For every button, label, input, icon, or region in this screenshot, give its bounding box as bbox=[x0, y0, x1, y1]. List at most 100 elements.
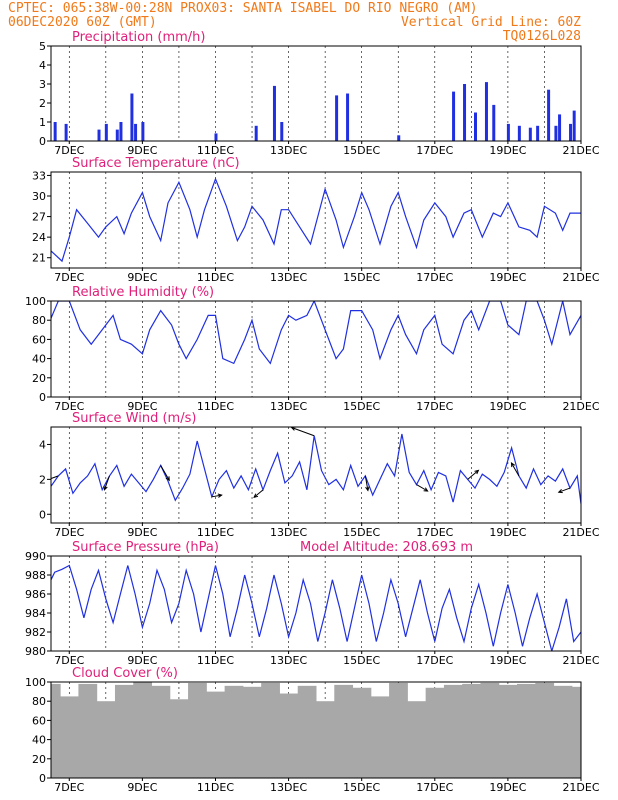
wind-arrow-head bbox=[510, 462, 516, 468]
plot-area bbox=[53, 82, 576, 141]
y-tick-label: 980 bbox=[25, 645, 46, 658]
x-tick-label: 15DEC bbox=[343, 271, 380, 284]
y-tick-label: 982 bbox=[25, 626, 46, 639]
x-tick-label: 19DEC bbox=[489, 400, 526, 413]
precip-bar bbox=[506, 123, 510, 141]
panel-frame bbox=[50, 681, 582, 779]
cloud-bar bbox=[78, 683, 98, 778]
x-tick-label: 15DEC bbox=[343, 144, 380, 157]
cloud-bar bbox=[462, 683, 481, 778]
wind-arrow bbox=[558, 487, 571, 493]
y-tick-label: 984 bbox=[25, 607, 46, 620]
x-tick-label: 11DEC bbox=[197, 271, 234, 284]
y-tick-label: 33 bbox=[32, 169, 46, 182]
y-tick-label: 20 bbox=[32, 753, 46, 766]
cloud-bar bbox=[151, 685, 171, 778]
x-tick-label: 13DEC bbox=[270, 781, 307, 794]
x-tick-label: 19DEC bbox=[489, 781, 526, 794]
precip-bar bbox=[452, 91, 456, 141]
precip-bar bbox=[558, 114, 562, 141]
x-tick-label: 7DEC bbox=[54, 271, 84, 284]
precip-bar bbox=[547, 89, 551, 141]
precip-bar bbox=[134, 123, 138, 141]
precip-bar bbox=[528, 127, 532, 141]
pressure-title: Surface Pressure (hPa) bbox=[72, 540, 219, 555]
humidity-panel: Relative Humidity (%) 0 20 40 60 80 100 7DEC 9D… bbox=[25, 285, 600, 413]
y-tick-label: 27 bbox=[32, 211, 46, 224]
cloud-bar bbox=[242, 686, 262, 778]
wind-arrow-head bbox=[253, 493, 259, 499]
plot-area bbox=[51, 427, 581, 504]
precip-bar bbox=[484, 82, 488, 141]
panel-frame bbox=[50, 45, 582, 142]
x-tick-label: 19DEC bbox=[489, 144, 526, 157]
precip-bar bbox=[572, 110, 576, 141]
x-tick-label: 21DEC bbox=[562, 526, 599, 539]
wind-title: Surface Wind (m/s) bbox=[72, 411, 196, 426]
y-tick-label: 60 bbox=[32, 333, 46, 346]
y-tick-label: 0 bbox=[39, 391, 46, 404]
series-line bbox=[51, 433, 581, 504]
header-run-date: 06DEC2020 60Z (GMT) bbox=[8, 15, 157, 30]
x-tick-label: 19DEC bbox=[489, 271, 526, 284]
precipitation-title: Precipitation (mm/h) bbox=[72, 30, 205, 45]
series-line bbox=[51, 177, 581, 263]
y-tick-label: 0 bbox=[39, 508, 46, 521]
cloud-bar bbox=[114, 684, 134, 778]
y-tick-label: 30 bbox=[32, 190, 46, 203]
y-tick-label: 20 bbox=[32, 372, 46, 385]
x-tick-label: 13DEC bbox=[270, 654, 307, 667]
y-tick-label: 40 bbox=[32, 353, 46, 366]
x-tick-label: 21DEC bbox=[562, 781, 599, 794]
x-tick-label: 17DEC bbox=[416, 781, 453, 794]
y-tick-label: 986 bbox=[25, 588, 46, 601]
wind-arrow bbox=[211, 494, 222, 498]
wind-arrow bbox=[291, 427, 315, 437]
x-tick-label: 11DEC bbox=[197, 144, 234, 157]
x-tick-label: 11DEC bbox=[197, 400, 234, 413]
panel-frame bbox=[50, 426, 582, 524]
x-tick-label: 17DEC bbox=[416, 271, 453, 284]
precip-bar bbox=[346, 93, 350, 141]
y-tick-label: 2 bbox=[39, 473, 46, 486]
cloud-cover-title: Cloud Cover (%) bbox=[72, 666, 178, 681]
x-tick-label: 13DEC bbox=[270, 271, 307, 284]
plot-area bbox=[51, 177, 581, 263]
x-tick-label: 15DEC bbox=[343, 526, 380, 539]
y-tick-label: 4 bbox=[39, 59, 46, 72]
cloud-bar bbox=[425, 687, 445, 778]
precip-bar bbox=[119, 122, 123, 141]
cloud-bar bbox=[407, 701, 427, 778]
precip-bar bbox=[569, 123, 573, 141]
precip-bar bbox=[397, 135, 401, 141]
precip-bar bbox=[104, 123, 108, 141]
cloud-bar bbox=[169, 699, 189, 778]
x-tick-label: 7DEC bbox=[54, 654, 84, 667]
wind-arrow-head bbox=[557, 488, 563, 494]
cloud-bar bbox=[571, 686, 581, 778]
wind-arrow bbox=[364, 475, 369, 491]
header-station: CPTEC: 065:38W-00:28N PROX03: SANTA ISAB… bbox=[8, 1, 478, 16]
wind-arrow bbox=[416, 484, 428, 492]
y-tick-label: 24 bbox=[32, 231, 46, 244]
x-tick-label: 7DEC bbox=[54, 526, 84, 539]
x-tick-label: 7DEC bbox=[54, 144, 84, 157]
cloud-cover-panel: Cloud Cover (%) 0 20 40 60 80 100 7DEC 9DEC 11DE… bbox=[25, 666, 600, 794]
precipitation-panel: Precipitation (mm/h) 0 1 2 3 4 5 7DEC 9DEC 11DEC… bbox=[39, 30, 600, 157]
cloud-bar bbox=[188, 682, 207, 778]
x-tick-label: 17DEC bbox=[416, 654, 453, 667]
y-tick-label: 0 bbox=[39, 772, 46, 785]
cloud-bar bbox=[370, 696, 390, 778]
cloud-bar bbox=[51, 683, 61, 778]
y-tick-label: 5 bbox=[39, 40, 46, 53]
cloud-bar bbox=[334, 684, 354, 778]
plot-area bbox=[51, 301, 581, 365]
cloud-bar bbox=[96, 701, 116, 778]
y-tick-label: 2 bbox=[39, 97, 46, 110]
y-tick-label: 0 bbox=[39, 135, 46, 148]
x-tick-label: 21DEC bbox=[562, 271, 599, 284]
precip-bar bbox=[536, 125, 540, 141]
x-tick-label: 9DEC bbox=[127, 526, 157, 539]
precip-bar bbox=[517, 125, 521, 141]
x-tick-label: 17DEC bbox=[416, 400, 453, 413]
